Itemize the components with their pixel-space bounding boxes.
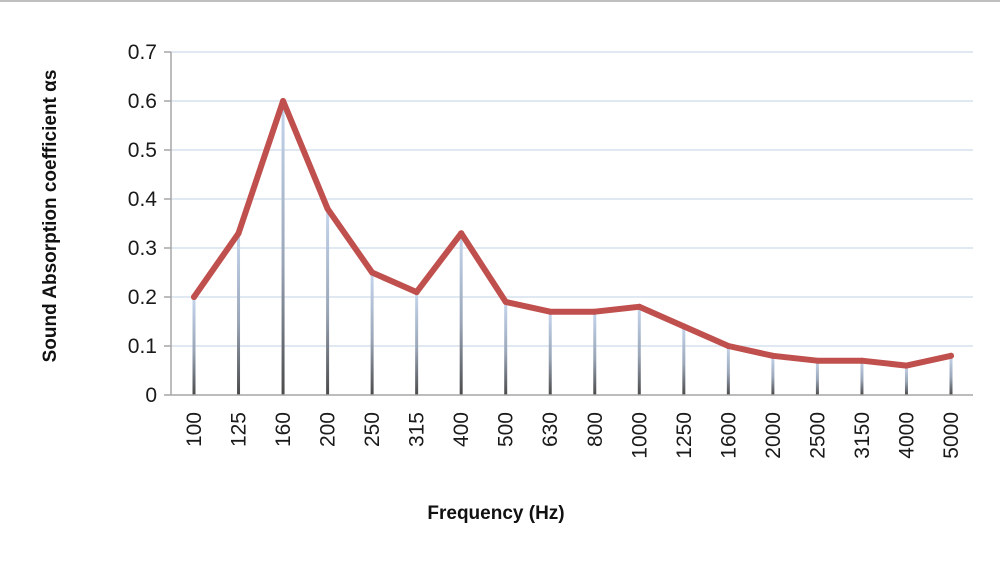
axes	[170, 52, 973, 396]
x-tick-labels: 100 125 160 200 250 315 400 500 630 800 1000 1250 16…	[183, 412, 963, 459]
drop-line	[682, 326, 686, 395]
drop-line	[726, 346, 730, 395]
x-tick-label: 1250	[673, 412, 696, 459]
data-point	[235, 230, 242, 237]
data-point	[324, 205, 331, 212]
drop-line	[504, 301, 508, 395]
y-tick-label: 0.1	[128, 335, 157, 358]
drop-line	[326, 208, 330, 395]
x-tick-label: 800	[584, 412, 607, 447]
x-tick-label: 100	[183, 412, 206, 447]
x-axis-title: Frequency (Hz)	[427, 503, 564, 524]
drop-line	[949, 355, 953, 395]
x-tick-label: 1600	[717, 412, 740, 459]
data-point	[369, 269, 376, 276]
y-tick-label: 0.4	[128, 188, 158, 211]
x-tick-label: 250	[361, 412, 384, 447]
x-tick-label: 400	[450, 412, 473, 447]
drop-lines	[192, 101, 953, 395]
drop-line	[815, 360, 819, 395]
drop-line	[415, 292, 419, 395]
x-tick-label: 4000	[895, 412, 918, 459]
drop-line	[281, 101, 285, 395]
x-tick-label: 2000	[762, 412, 785, 459]
data-point	[680, 323, 687, 330]
data-point	[858, 357, 865, 364]
y-tick-label: 0.5	[128, 139, 157, 162]
data-point	[769, 352, 776, 359]
data-point	[547, 308, 554, 315]
data-point	[191, 294, 197, 300]
y-tick-label: 0.2	[128, 286, 157, 309]
y-axis-title: Sound Absorption coefficient αs	[40, 70, 61, 363]
data-point	[591, 308, 598, 315]
data-point	[948, 352, 954, 359]
drop-line	[459, 233, 463, 395]
x-tick-label: 200	[317, 412, 340, 447]
data-point	[413, 289, 420, 296]
drop-line	[237, 233, 241, 395]
data-point	[458, 230, 465, 237]
drop-line	[192, 297, 196, 395]
x-tick-label: 315	[406, 412, 429, 447]
drop-line	[860, 360, 864, 395]
x-tick-label: 5000	[940, 412, 963, 459]
data-point	[280, 98, 287, 104]
x-tick-label: 125	[228, 412, 251, 447]
y-tick-labels: 0 0.1 0.2 0.3 0.4 0.5 0.6 0.7	[128, 41, 158, 407]
y-tick-label: 0.7	[128, 41, 157, 64]
drop-line	[637, 306, 641, 395]
data-point	[725, 343, 732, 349]
data-point	[814, 357, 821, 364]
y-tick-label: 0	[145, 384, 157, 407]
x-tick-label: 3150	[851, 412, 874, 459]
series-line	[191, 98, 954, 369]
drop-line	[771, 355, 775, 395]
x-tick-label: 2500	[806, 412, 829, 459]
x-tick-label: 630	[539, 412, 562, 447]
drop-line	[593, 311, 597, 395]
y-tick-label: 0.3	[128, 237, 157, 260]
x-tick-label: 1000	[628, 412, 651, 459]
y-tick-label: 0.6	[128, 90, 157, 113]
drop-line	[370, 272, 374, 395]
drop-line	[548, 311, 552, 395]
x-tick-label: 160	[272, 412, 295, 447]
data-point	[636, 303, 643, 310]
data-point	[903, 362, 910, 369]
drop-line	[904, 365, 908, 395]
x-tick-label: 500	[495, 412, 518, 447]
absorption-line	[191, 98, 954, 369]
data-point	[502, 298, 509, 305]
